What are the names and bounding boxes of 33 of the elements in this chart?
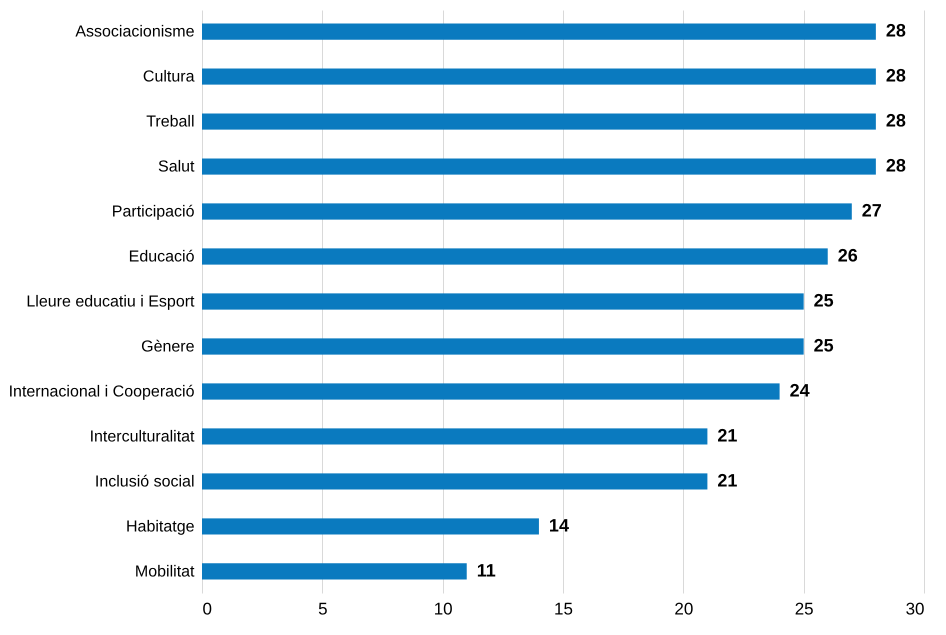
y-tick-label: Inclusió social [94,473,194,490]
y-tick-label: Habitatge [126,518,195,536]
data-label: 21 [717,425,738,446]
y-tick-label: Salut [158,158,196,176]
y-tick-label: Mobilitat [134,563,196,580]
x-tick-label: 10 [434,600,453,618]
y-tick-label: Internacional i Cooperació [8,383,195,400]
data-label: 28 [886,156,906,176]
y-tick-label: Gènere [141,338,195,356]
y-tick-label: Educació [128,248,195,266]
x-tick-label: 30 [906,600,924,618]
data-label: 11 [476,560,496,580]
y-tick-label: Interculturalitat [90,428,196,446]
x-tick-label: 20 [674,600,694,618]
y-tick-label: Cultura [142,68,195,86]
data-label: 26 [838,246,858,266]
y-tick-label: Treball [146,114,194,131]
y-tick-label: Lleure educatiu i Esport [26,294,196,310]
data-label: 28 [886,66,906,86]
x-tick-label: 25 [794,600,814,618]
data-label: 25 [814,290,834,310]
y-tick-label: Associacionisme [75,24,195,41]
data-label: 21 [717,470,738,490]
x-tick-label: 5 [318,600,328,618]
y-tick-label: Participació [112,204,195,221]
x-tick-label: 15 [554,600,573,618]
x-tick-label: 0 [202,600,212,618]
data-label: 28 [886,110,906,131]
data-label: 28 [886,20,906,41]
data-label: 24 [790,380,810,400]
data-label: 25 [814,335,834,356]
data-label: 14 [548,515,569,536]
data-label: 27 [862,200,882,221]
